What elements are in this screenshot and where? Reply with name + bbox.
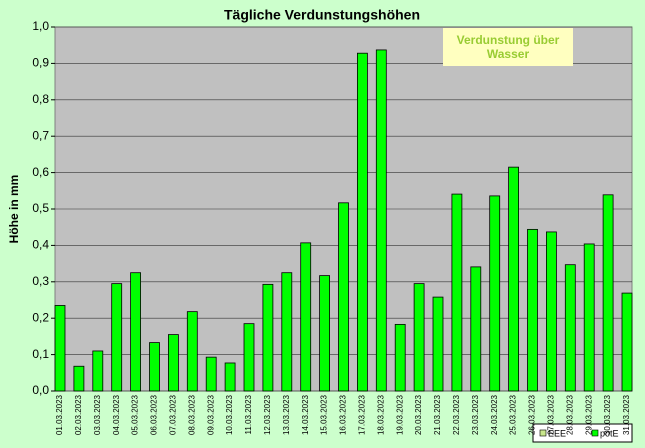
y-axis-label: Höhe in mm (7, 175, 21, 244)
y-tick-label: 0,2 (32, 310, 49, 324)
bar (356, 52, 368, 392)
x-tick-label: 09.03.2023 (206, 394, 215, 435)
bar (602, 194, 614, 392)
y-tick-label: 0,6 (32, 165, 49, 179)
legend-swatch (591, 429, 599, 437)
y-tick-label: 0,9 (32, 56, 49, 70)
bar (186, 311, 198, 392)
y-tick-label: 0,4 (32, 238, 49, 252)
bar (149, 342, 160, 392)
bar (281, 272, 293, 392)
x-tick-label: 03.03.2023 (93, 394, 102, 435)
bar (73, 365, 85, 392)
y-tick-label: 0,0 (32, 383, 49, 397)
legend-label: potE (600, 428, 619, 438)
bar (527, 228, 538, 392)
x-tick-label: 14.03.2023 (301, 394, 310, 435)
bar (470, 266, 482, 392)
bar (319, 275, 331, 392)
x-tick-label: 19.03.2023 (395, 394, 404, 435)
bar (224, 362, 236, 392)
x-tick-label: 17.03.2023 (358, 394, 367, 435)
x-tick-label: 13.03.2023 (282, 394, 291, 435)
bar (508, 166, 520, 392)
bar (300, 242, 312, 392)
bar (130, 272, 142, 392)
bar (432, 296, 444, 392)
x-tick-label: 20.03.2023 (414, 394, 423, 435)
bar (413, 283, 425, 392)
x-tick-label: 06.03.2023 (150, 394, 159, 435)
bar (205, 356, 217, 392)
legend (532, 423, 633, 443)
x-tick-label: 11.03.2023 (244, 394, 253, 434)
x-tick-label: 26.03.2023 (528, 394, 537, 435)
bar (167, 334, 179, 392)
x-tick-label: 24.03.2023 (490, 394, 499, 435)
bar (92, 350, 104, 392)
bar (338, 202, 349, 392)
x-tick-label: 28.03.2023 (565, 394, 574, 435)
x-tick-label: 16.03.2023 (339, 394, 348, 435)
bar (54, 305, 66, 392)
x-tick-label: 12.03.2023 (263, 394, 272, 435)
x-tick-label: 08.03.2023 (187, 394, 196, 435)
bar (262, 283, 274, 392)
bar (394, 323, 406, 392)
x-tick-label: 21.03.2023 (433, 394, 442, 435)
bar (375, 49, 387, 392)
x-tick-label: 01.03.2023 (55, 394, 64, 435)
annotation: Verdunstung über Wasser (443, 28, 573, 66)
bar (583, 243, 595, 392)
x-tick-label: 31.03.2023 (622, 394, 631, 435)
y-tick-label: 0,3 (32, 274, 49, 288)
legend-swatch (539, 429, 547, 437)
bar (451, 193, 463, 392)
x-tick-label: 29.03.2023 (584, 394, 593, 435)
x-tick-label: 30.03.2023 (603, 394, 612, 435)
x-tick-label: 22.03.2023 (452, 394, 461, 435)
bar (111, 283, 123, 392)
chart-title: Tägliche Verdunstungshöhen (224, 7, 420, 23)
x-tick-label: 07.03.2023 (169, 394, 178, 435)
x-tick-label: 05.03.2023 (131, 394, 140, 435)
y-tick-label: 0,5 (32, 201, 49, 215)
bar (489, 195, 501, 392)
x-tick-label: 23.03.2023 (471, 394, 480, 435)
bar (621, 292, 633, 392)
x-tick-label: 10.03.2023 (225, 394, 234, 435)
x-tick-label: 15.03.2023 (320, 394, 329, 435)
y-tick-label: 0,1 (32, 347, 49, 361)
x-tick-label: 18.03.2023 (376, 394, 385, 435)
x-tick-label: 27.03.2023 (547, 394, 556, 435)
x-tick-label: 02.03.2023 (74, 394, 83, 435)
x-tick-label: 25.03.2023 (509, 394, 518, 435)
y-tick-label: 0,8 (32, 92, 49, 106)
x-tick-label: 04.03.2023 (112, 394, 121, 435)
legend-label: EEE (548, 428, 566, 438)
bar (546, 231, 557, 392)
y-tick-label: 1,0 (32, 19, 49, 33)
bar (564, 264, 576, 392)
bar (243, 323, 255, 392)
y-tick-label: 0,7 (32, 128, 49, 142)
